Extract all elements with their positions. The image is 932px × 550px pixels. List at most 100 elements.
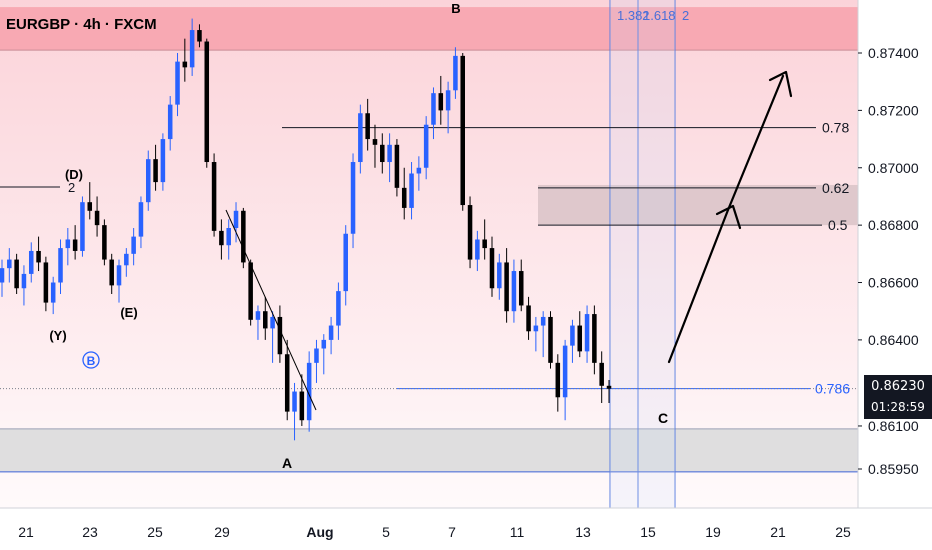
candle-19 <box>138 202 144 237</box>
current-price-label: 0.86230 <box>871 379 925 394</box>
candle-83 <box>606 385 612 389</box>
vertical-label-1618: 1.618 <box>643 8 676 23</box>
candle-73 <box>533 325 539 332</box>
wave-label-2: (E) <box>120 305 137 320</box>
candle-69 <box>504 262 509 312</box>
symbol-title: EURGBP · 4h · FXCM <box>6 16 157 33</box>
candle-58 <box>423 124 429 168</box>
wave-label-6: C <box>658 410 668 426</box>
price-tick-4: 0.86600 <box>868 275 919 291</box>
candle-28 <box>204 41 210 163</box>
candle-22 <box>160 139 166 183</box>
price-tick-7: 0.85950 <box>868 461 919 477</box>
level-label-0.5: 0.5 <box>828 217 848 233</box>
left-level-label: 2 <box>68 180 75 195</box>
candle-71 <box>518 271 524 306</box>
candle-2 <box>14 259 19 289</box>
candle-11 <box>80 202 85 251</box>
candle-45 <box>328 325 334 340</box>
candle-54 <box>394 144 400 188</box>
candle-29 <box>211 162 217 231</box>
candle-12 <box>87 202 93 211</box>
price-tick-5: 0.86400 <box>868 332 919 348</box>
candle-47 <box>343 233 348 292</box>
candle-30 <box>219 230 224 246</box>
projection-arrow-1-head <box>715 204 742 230</box>
time-zone-band <box>610 0 675 508</box>
time-tick-5: 5 <box>382 524 390 540</box>
candle-26 <box>189 30 195 68</box>
candle-21 <box>153 159 158 183</box>
candle-1 <box>7 259 12 269</box>
time-tick-1: 23 <box>82 524 98 540</box>
candle-63 <box>460 55 466 206</box>
candle-5 <box>36 250 41 263</box>
candle-75 <box>548 316 553 363</box>
time-tick-10: 19 <box>705 524 721 540</box>
demand-zone <box>0 428 858 472</box>
candle-13 <box>94 210 100 226</box>
candle-79 <box>577 325 583 352</box>
candle-80 <box>584 314 590 352</box>
candle-42 <box>306 362 312 421</box>
candle-4 <box>28 250 34 274</box>
candle-72 <box>526 305 531 332</box>
current-price-badge: 0.86230 01:28:59 <box>864 375 932 419</box>
candle-14 <box>102 225 107 260</box>
vertical-label-1382: 1.382 <box>617 8 650 23</box>
supply-zone <box>0 7 858 51</box>
time-axis-bg <box>0 508 932 550</box>
candle-34 <box>248 262 253 320</box>
candle-66 <box>482 239 487 249</box>
candle-0 <box>0 268 5 283</box>
time-tick-9: 15 <box>640 524 656 540</box>
candle-49 <box>358 113 363 163</box>
time-tick-12: 25 <box>835 524 851 540</box>
candle-23 <box>167 104 173 140</box>
time-tick-3: 29 <box>214 524 230 540</box>
trendline <box>225 209 317 411</box>
candle-32 <box>233 210 239 229</box>
wave-label-1: (D) <box>65 167 83 182</box>
vertical-label-2: 2 <box>682 8 689 23</box>
circled-wave-b-label: B <box>87 354 96 368</box>
candle-56 <box>409 173 414 208</box>
candle-59 <box>431 93 436 125</box>
candle-25 <box>182 61 188 68</box>
bar-countdown: 01:28:59 <box>871 400 925 414</box>
time-tick-11: 21 <box>770 524 786 540</box>
candle-33 <box>241 210 246 263</box>
price-tick-0: 0.87400 <box>868 45 919 61</box>
candle-67 <box>489 248 495 289</box>
level-label-0.78: 0.78 <box>822 120 849 136</box>
candle-10 <box>72 239 78 251</box>
candle-20 <box>145 159 151 203</box>
candle-36 <box>263 311 268 329</box>
candle-17 <box>124 253 129 266</box>
candle-6 <box>43 262 49 303</box>
candle-37 <box>270 316 275 329</box>
candle-77 <box>562 345 568 398</box>
candle-46 <box>336 291 341 326</box>
candle-3 <box>21 273 27 289</box>
candle-16 <box>116 265 122 286</box>
time-tick-6: 7 <box>448 524 456 540</box>
projection-arrow-2-head <box>768 70 793 98</box>
candle-44 <box>321 339 327 349</box>
candle-53 <box>387 144 392 163</box>
candle-9 <box>65 239 71 249</box>
candle-78 <box>570 325 575 346</box>
candle-64 <box>467 205 473 260</box>
price-tick-6: 0.86100 <box>868 418 919 434</box>
candle-81 <box>592 314 597 363</box>
time-tick-2: 25 <box>147 524 163 540</box>
candle-55 <box>401 187 407 208</box>
level-786-axis-tag <box>812 380 858 398</box>
price-tick-3: 0.86800 <box>868 217 919 233</box>
candle-7 <box>50 282 56 303</box>
candle-70 <box>511 271 517 312</box>
wave-label-5: A <box>282 455 292 471</box>
candle-38 <box>277 316 283 355</box>
